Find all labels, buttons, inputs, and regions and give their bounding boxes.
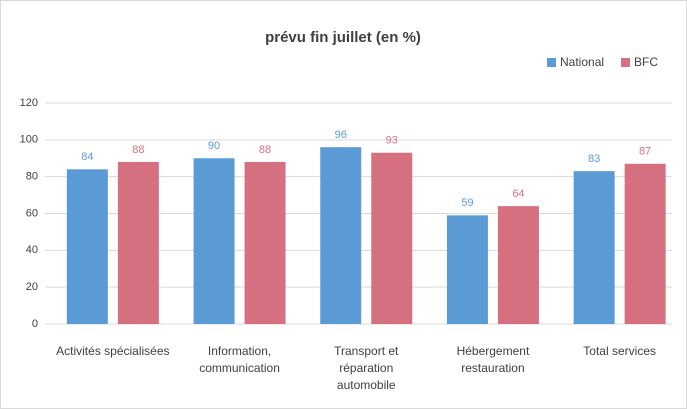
- value-label: 59: [461, 197, 473, 209]
- x-tick-line: restauration: [461, 361, 524, 375]
- y-tick-label: 100: [20, 134, 38, 146]
- value-label: 88: [259, 144, 271, 156]
- bar: [320, 147, 362, 324]
- x-tick-line: communication: [199, 361, 280, 375]
- x-tick-label: Transport et réparation automobile: [334, 344, 399, 392]
- value-label: 96: [335, 129, 347, 141]
- legend-label: BFC: [634, 55, 658, 69]
- x-tick-label: Hébergement restauration: [457, 344, 530, 375]
- x-tick-line: automobile: [337, 378, 396, 392]
- bar: [624, 163, 666, 324]
- bar: [66, 169, 108, 324]
- bar: [573, 171, 615, 324]
- value-label: 64: [512, 188, 524, 200]
- x-tick-line: Hébergement: [457, 344, 530, 358]
- legend-swatch: [547, 58, 556, 67]
- x-tick-label: Information, communication: [199, 344, 280, 375]
- bar: [117, 161, 159, 324]
- x-tick-line: Information,: [208, 344, 271, 358]
- y-tick-label: 120: [20, 97, 38, 109]
- x-tick-label: Activités spécialisées: [56, 344, 169, 358]
- bar: [193, 158, 235, 324]
- value-label: 93: [386, 135, 398, 147]
- value-label: 83: [588, 153, 600, 165]
- legend-label: National: [560, 55, 604, 69]
- value-label: 84: [81, 151, 93, 163]
- x-tick-line: réparation: [339, 361, 393, 375]
- value-label: 87: [639, 146, 651, 158]
- legend-swatch: [621, 58, 630, 67]
- value-label: 88: [132, 144, 144, 156]
- bar: [446, 215, 488, 324]
- bar: [497, 206, 539, 324]
- y-tick-label: 20: [26, 281, 38, 293]
- y-tick-label: 60: [26, 207, 38, 219]
- x-tick-line: Total services: [583, 344, 656, 358]
- x-tick-label: Total services: [583, 344, 656, 358]
- y-tick-label: 80: [26, 171, 38, 183]
- x-tick-line: Activités spécialisées: [56, 344, 169, 358]
- bar: [371, 152, 413, 324]
- y-tick-label: 0: [32, 318, 38, 330]
- chart-title: prévu fin juillet (en %): [265, 29, 421, 46]
- y-tick-label: 40: [26, 244, 38, 256]
- x-tick-line: Transport et: [334, 344, 399, 358]
- value-label: 90: [208, 140, 220, 152]
- bar: [244, 161, 286, 324]
